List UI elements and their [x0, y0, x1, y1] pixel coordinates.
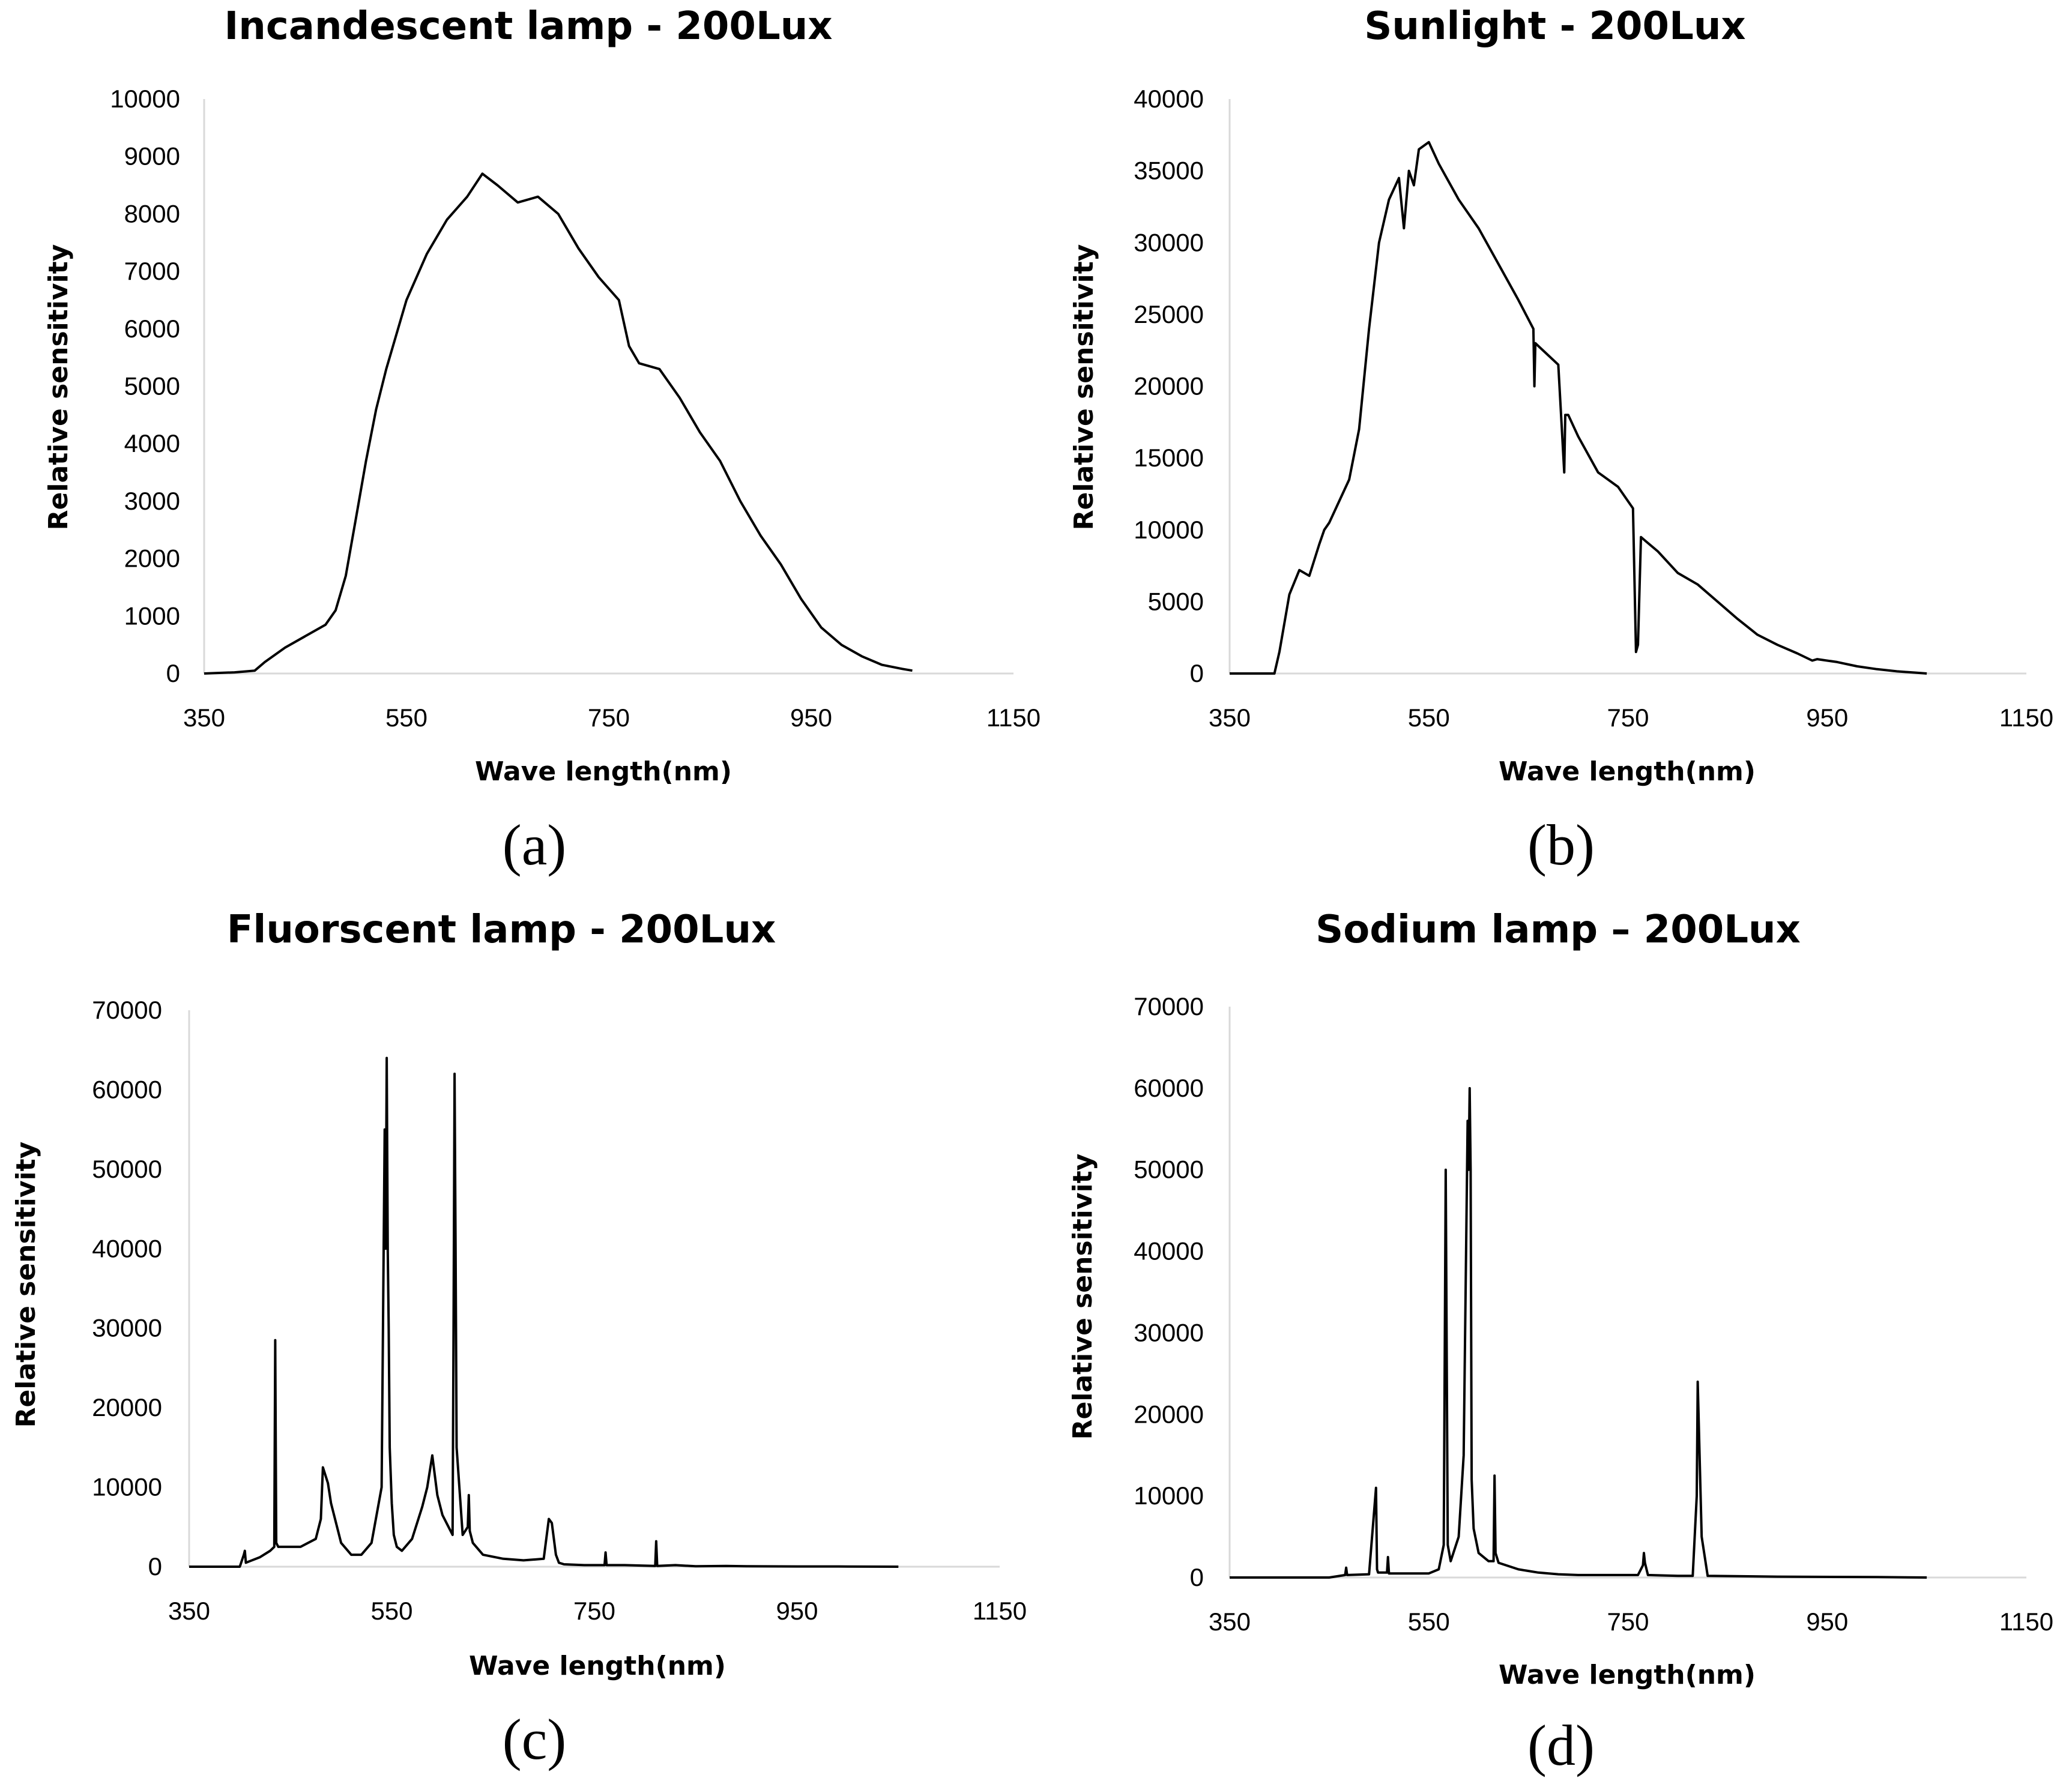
panel-label: (b) — [1527, 813, 1595, 877]
y-tick-label: 7000 — [124, 257, 180, 285]
y-tick-label: 5000 — [124, 372, 180, 400]
y-tick-label: 60000 — [1134, 1074, 1204, 1102]
y-tick-label: 10000 — [92, 1473, 162, 1501]
chart-title: Fluorscent lamp - 200Lux — [227, 908, 776, 952]
x-tick-label: 750 — [1607, 1608, 1649, 1636]
x-tick-label: 350 — [1209, 704, 1251, 732]
y-tick-label: 10000 — [110, 85, 180, 113]
y-axis-label: Relative sensitivity — [1068, 1154, 1098, 1440]
x-tick-label: 1150 — [1999, 704, 2053, 732]
y-tick-label: 2000 — [124, 544, 180, 573]
chart-panel-a: Incandescent lamp - 200Lux Wave length(n… — [43, 4, 1041, 877]
x-tick-label: 750 — [1607, 704, 1649, 732]
y-tick-label: 20000 — [1134, 1400, 1204, 1428]
y-tick-label: 30000 — [92, 1314, 162, 1342]
chart-panel-d: Sodium lamp – 200Lux Wave length(nm) Rel… — [1068, 908, 2053, 1777]
series-line — [189, 1056, 899, 1568]
x-tick-label: 750 — [588, 704, 630, 732]
y-tick-label: 20000 — [92, 1393, 162, 1421]
x-tick-label: 550 — [385, 704, 427, 732]
x-tick-label: 550 — [370, 1597, 412, 1625]
x-axis-label: Wave length(nm) — [475, 756, 732, 787]
x-tick-label: 1150 — [973, 1597, 1027, 1625]
x-tick-label: 550 — [1408, 704, 1450, 732]
y-tick-label: 0 — [1190, 1563, 1204, 1591]
y-tick-label: 40000 — [1134, 85, 1204, 113]
chart-title: Sodium lamp – 200Lux — [1315, 908, 1801, 952]
y-tick-label: 50000 — [92, 1155, 162, 1183]
y-tick-label: 15000 — [1134, 444, 1204, 472]
y-tick-label: 20000 — [1134, 372, 1204, 400]
panel-label: (a) — [503, 813, 567, 877]
y-tick-label: 35000 — [1134, 157, 1204, 185]
series-line — [1230, 140, 1927, 675]
x-tick-label: 350 — [183, 704, 225, 732]
y-tick-label: 25000 — [1134, 300, 1204, 328]
y-tick-label: 70000 — [1134, 992, 1204, 1020]
y-tick-label: 0 — [148, 1552, 162, 1581]
x-tick-label: 950 — [1806, 704, 1848, 732]
y-axis-label: Relative sensitivity — [11, 1142, 41, 1428]
y-tick-label: 5000 — [1148, 587, 1204, 615]
x-tick-label: 350 — [168, 1597, 210, 1625]
y-axis-label: Relative sensitivity — [43, 244, 74, 531]
x-tick-label: 950 — [776, 1597, 818, 1625]
y-tick-label: 10000 — [1134, 1481, 1204, 1510]
x-tick-label: 750 — [573, 1597, 615, 1625]
x-tick-label: 550 — [1408, 1608, 1450, 1636]
series-line — [1230, 1086, 1927, 1579]
y-tick-label: 8000 — [124, 199, 180, 228]
x-axis-label: Wave length(nm) — [1499, 756, 1756, 787]
chart-panel-c: Fluorscent lamp - 200Lux Wave length(nm)… — [11, 908, 1027, 1771]
y-tick-label: 30000 — [1134, 1318, 1204, 1346]
y-tick-label: 3000 — [124, 487, 180, 515]
y-tick-label: 40000 — [1134, 1237, 1204, 1265]
y-tick-label: 0 — [1190, 659, 1204, 687]
y-tick-label: 60000 — [92, 1075, 162, 1103]
y-tick-label: 30000 — [1134, 228, 1204, 256]
panel-label: (c) — [503, 1707, 567, 1771]
x-axis-label: Wave length(nm) — [469, 1651, 726, 1681]
y-axis-label: Relative sensitivity — [1069, 244, 1099, 531]
x-tick-label: 950 — [790, 704, 832, 732]
panel-label: (d) — [1527, 1713, 1595, 1777]
chart-title: Incandescent lamp - 200Lux — [224, 4, 832, 49]
chart-title: Sunlight - 200Lux — [1364, 4, 1745, 49]
x-tick-label: 1150 — [986, 704, 1041, 732]
x-axis-label: Wave length(nm) — [1499, 1660, 1756, 1690]
y-tick-label: 6000 — [124, 315, 180, 343]
y-tick-label: 40000 — [92, 1234, 162, 1262]
y-tick-label: 50000 — [1134, 1156, 1204, 1184]
y-tick-label: 10000 — [1134, 516, 1204, 544]
x-tick-label: 350 — [1209, 1608, 1251, 1636]
y-tick-label: 0 — [166, 659, 180, 687]
y-tick-label: 4000 — [124, 429, 180, 457]
chart-panel-b: Sunlight - 200Lux Wave length(nm) Relati… — [1069, 4, 2053, 877]
y-tick-label: 70000 — [92, 996, 162, 1024]
x-tick-label: 950 — [1806, 1608, 1848, 1636]
y-tick-label: 1000 — [124, 601, 180, 630]
series-line — [204, 172, 913, 675]
x-tick-label: 1150 — [1999, 1608, 2053, 1636]
y-tick-label: 9000 — [124, 142, 180, 170]
